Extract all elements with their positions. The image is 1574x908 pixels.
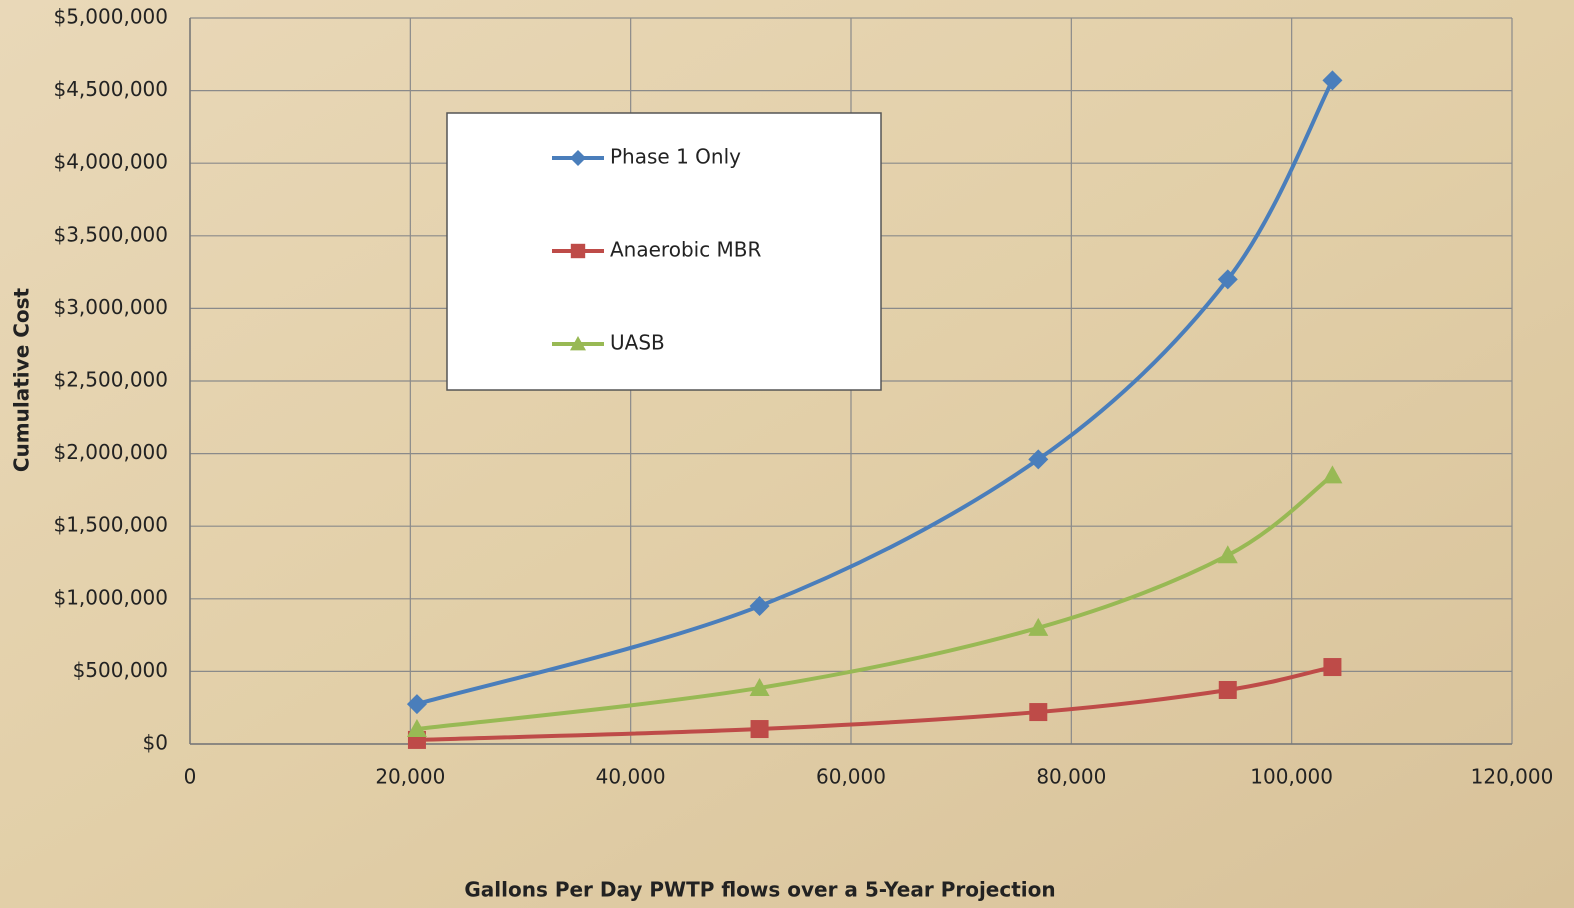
legend-label: Anaerobic MBR [610,238,762,262]
x-tick-label: 120,000 [1471,765,1554,789]
y-tick-label: $500,000 [73,658,168,682]
x-tick-label: 60,000 [816,765,886,789]
series-line [416,79,1335,706]
marker [1217,545,1238,564]
y-tick-label: $0 [143,731,168,755]
x-tick-label: 100,000 [1250,765,1333,789]
x-tick-label: 20,000 [375,765,445,789]
marker [1322,465,1343,484]
marker [749,677,770,696]
y-tick-label: $3,000,000 [53,295,168,319]
y-tick-label: $1,000,000 [53,585,168,609]
legend-marker [570,150,586,166]
series-line [416,473,1334,732]
legend-marker [570,336,586,351]
y-tick-label: $5,000,000 [53,5,168,29]
x-tick-label: 0 [184,765,197,789]
y-tick-label: $3,500,000 [53,222,168,246]
x-tick-label: 40,000 [596,765,666,789]
marker [1217,269,1238,290]
y-axis-title: Cumulative Cost [10,287,34,472]
marker [1028,449,1049,470]
legend-marker [570,243,586,259]
x-tick-label: 80,000 [1036,765,1106,789]
marker [1028,617,1049,636]
marker [749,596,770,617]
marker [750,720,769,739]
marker [1322,70,1343,91]
y-tick-label: $2,500,000 [53,368,168,392]
y-tick-label: $4,000,000 [53,150,168,174]
y-tick-label: $2,000,000 [53,440,168,464]
x-axis-title: Gallons Per Day PWTP flows over a 5-Year… [464,878,1055,902]
legend-label: Phase 1 Only [610,145,741,169]
marker [1029,703,1048,722]
y-tick-label: $1,500,000 [53,513,168,537]
marker [1218,680,1237,699]
marker [406,694,427,715]
marker [1323,658,1342,677]
marker [406,719,427,738]
y-tick-label: $4,500,000 [53,77,168,101]
legend-label: UASB [610,331,665,355]
legend-box [446,112,882,391]
